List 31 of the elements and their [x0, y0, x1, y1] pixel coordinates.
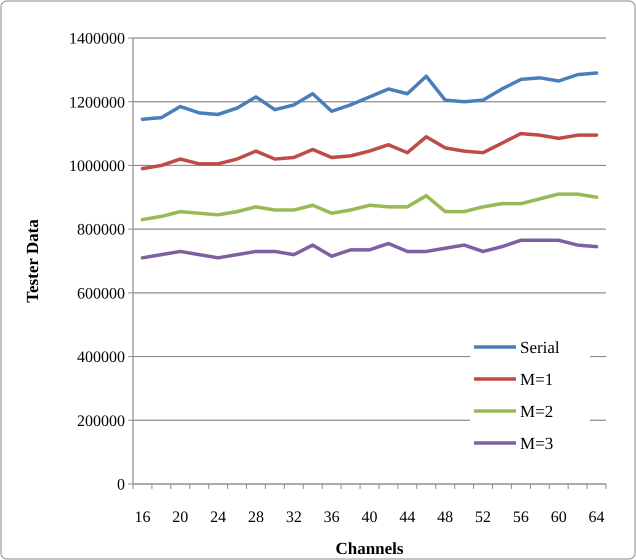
legend-label: Serial	[520, 338, 560, 357]
x-tick-label: 36	[324, 509, 340, 526]
y-tick-label: 1400000	[69, 30, 125, 48]
y-tick-label: 200000	[77, 412, 125, 430]
x-tick-label: 60	[550, 509, 567, 526]
y-tick-label: 0	[117, 476, 125, 494]
line-series	[140, 132, 598, 170]
x-tick-label: 24	[210, 509, 226, 526]
y-tick-label: 1200000	[69, 94, 125, 112]
legend-label: M=1	[520, 370, 554, 389]
x-tick-label: 28	[248, 509, 264, 526]
x-tick-label: 16	[134, 509, 150, 526]
x-tick-label: 56	[512, 509, 529, 526]
line-series	[140, 238, 598, 260]
y-tick-label: 400000	[77, 349, 125, 366]
x-tick-label: 40	[362, 509, 378, 526]
line-series	[140, 71, 598, 121]
x-tick-label: 48	[437, 509, 454, 526]
y-tick-label: 1000000	[69, 158, 125, 176]
y-tick-label: 600000	[77, 285, 125, 302]
x-tick-label: 64	[588, 509, 605, 526]
x-axis-title: Channels	[335, 539, 404, 558]
x-tick-label: 44	[399, 509, 416, 526]
legend-label: M=2	[520, 402, 554, 421]
x-tick-label: 32	[286, 509, 302, 526]
y-tick-label: 800000	[77, 222, 125, 239]
y-axis-title: Tester Data	[23, 218, 42, 303]
x-tick-label: 20	[172, 509, 188, 526]
line-series	[140, 192, 598, 222]
legend-label: M=3	[520, 434, 554, 453]
x-tick-label: 52	[475, 509, 492, 526]
